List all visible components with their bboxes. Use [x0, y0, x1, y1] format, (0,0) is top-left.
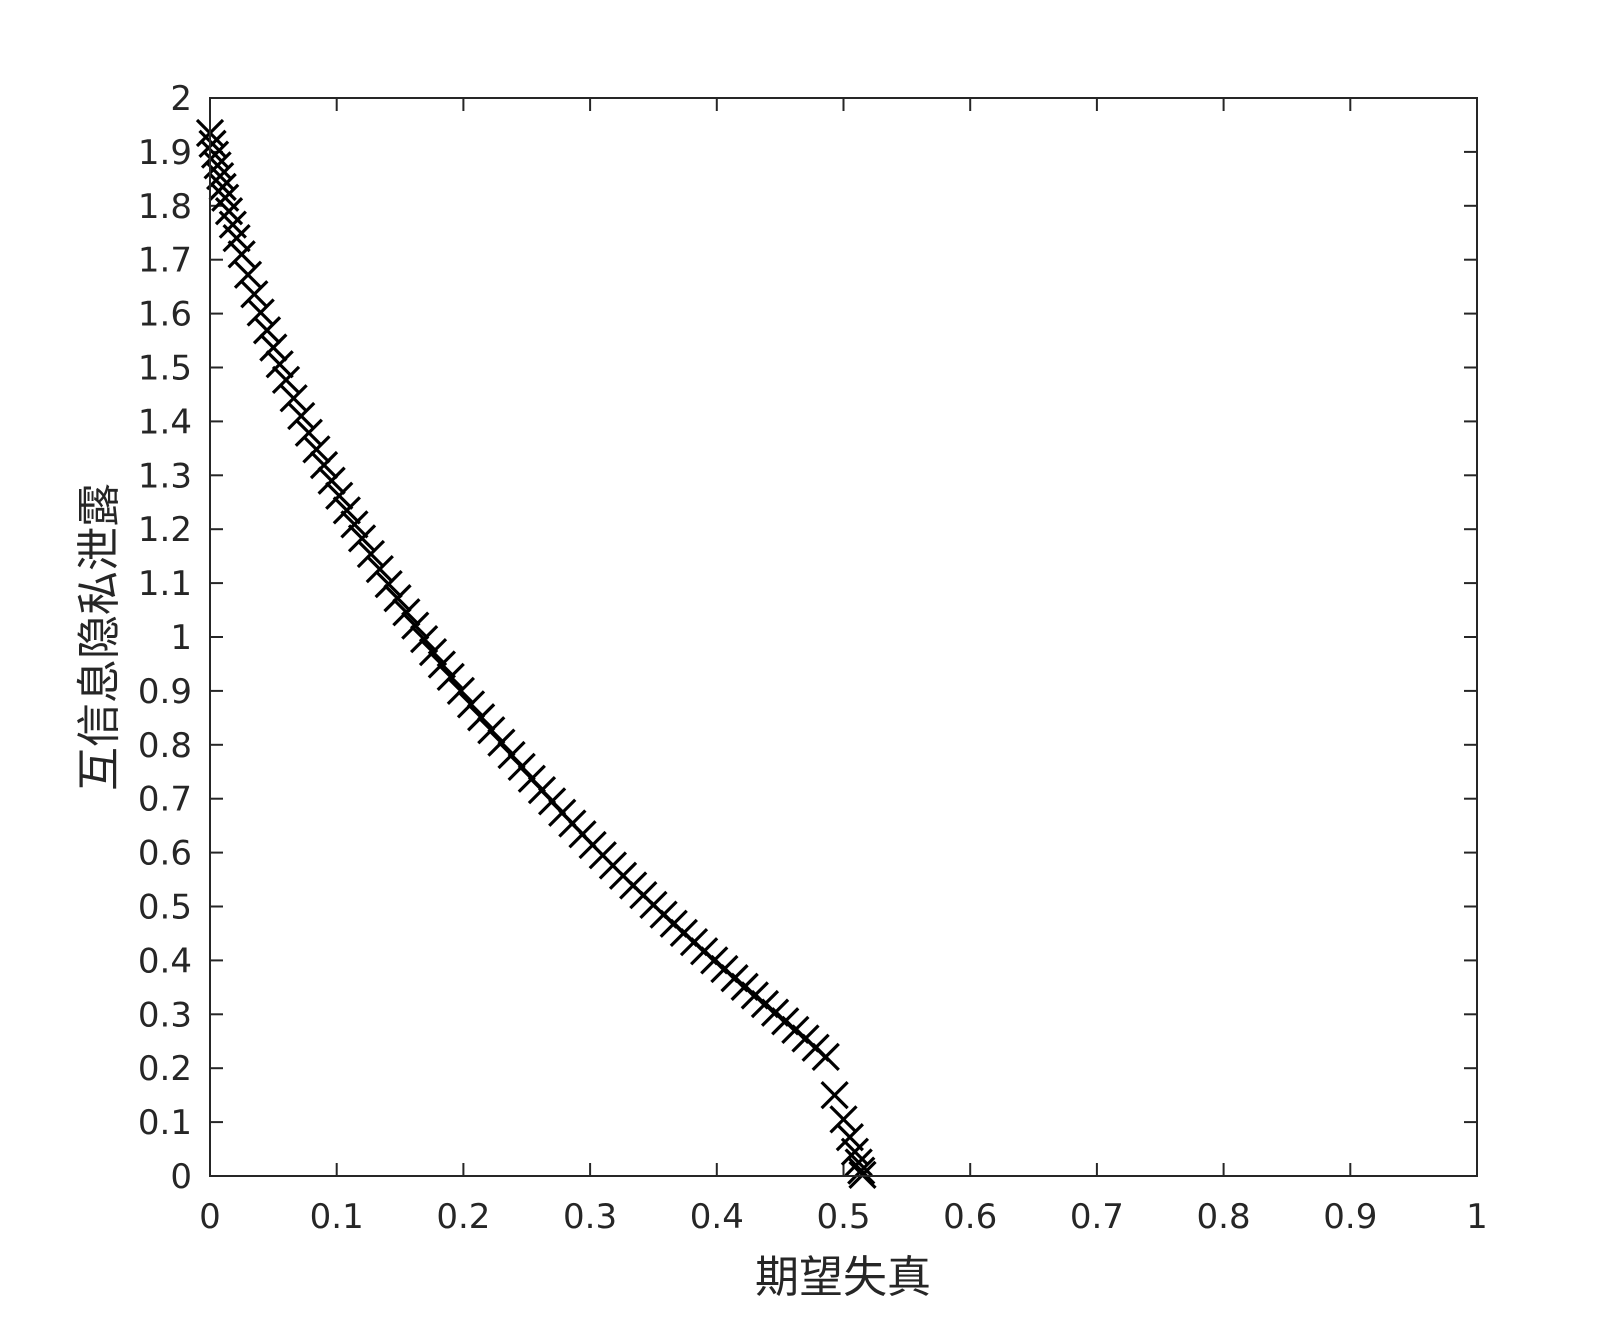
y-tick-label: 1 [170, 618, 192, 658]
data-point [383, 584, 412, 613]
data-point [418, 637, 448, 667]
data-point [847, 1156, 876, 1185]
data-point [252, 316, 282, 345]
x-tick-label: 0 [199, 1197, 221, 1237]
x-tick-label: 0.4 [690, 1197, 744, 1237]
data-point [840, 1137, 870, 1166]
plot-frame [209, 97, 1478, 1177]
data-point [287, 401, 316, 431]
y-tick-label: 0.4 [138, 941, 192, 981]
data-point [203, 151, 232, 180]
x-tick-label: 0.6 [943, 1197, 997, 1237]
x-axis-title: 期望失真 [755, 1252, 931, 1303]
data-point [208, 172, 237, 202]
x-tick-label: 0.1 [310, 1197, 364, 1237]
data-point [294, 418, 323, 447]
data-point [820, 1081, 849, 1110]
y-tick-label: 1.4 [138, 402, 192, 442]
data-point [374, 570, 403, 599]
y-tick-label: 0.3 [138, 995, 192, 1035]
y-tick-label: 1.2 [138, 510, 192, 550]
data-point [206, 162, 235, 191]
y-tick-label: 0.9 [138, 672, 192, 712]
data-point [279, 384, 308, 413]
y-tick-label: 0.1 [138, 1103, 192, 1143]
y-tick-label: 0.7 [138, 780, 192, 820]
data-point [309, 450, 339, 480]
x-tick-label: 0.8 [1197, 1197, 1251, 1237]
data-point [246, 298, 275, 327]
y-tick-label: 1.6 [138, 295, 192, 335]
y-tick-label: 0.6 [138, 834, 192, 874]
y-tick-label: 1.1 [138, 564, 192, 604]
data-point [446, 676, 475, 706]
data-point [265, 350, 294, 379]
data-point [340, 510, 369, 539]
x-tick-labels: 0 0.1 0.2 0.3 0.4 0.5 0.6 0.7 0.8 0.9 1 [199, 1197, 1488, 1237]
y-tick-label: 0.5 [138, 888, 192, 928]
x-tick-label: 1 [1466, 1197, 1488, 1237]
y-tick-label: 1.3 [138, 456, 192, 496]
data-markers [195, 118, 877, 1190]
x-tick-label: 0.3 [563, 1197, 617, 1237]
y-tick-label: 0 [170, 1157, 192, 1197]
data-point [233, 260, 263, 289]
y-tick-label: 1.9 [138, 133, 192, 173]
data-point [302, 435, 331, 464]
y-tick-label: 1.7 [138, 241, 192, 281]
data-point [436, 662, 465, 692]
data-point [222, 224, 251, 253]
data-point [259, 333, 288, 362]
data-point [200, 140, 230, 169]
data-point [271, 365, 301, 395]
data-point [409, 625, 439, 654]
x-tick-label: 0.7 [1070, 1197, 1124, 1237]
y-axis-title: 互信息隐私泄露 [74, 483, 125, 791]
y-tick-label: 0.8 [138, 726, 192, 766]
data-point [811, 1042, 840, 1072]
x-tick-label: 0.9 [1323, 1197, 1377, 1237]
data-point [401, 611, 430, 640]
data-point [848, 1160, 877, 1190]
data-point [227, 240, 256, 269]
data-point [325, 481, 354, 510]
data-point [392, 598, 421, 627]
plot-background [210, 98, 1477, 1176]
data-point [198, 129, 227, 158]
data-point [456, 690, 486, 719]
y-tick-label: 2 [170, 79, 192, 119]
y-tick-label: 0.2 [138, 1049, 192, 1089]
data-point [356, 539, 386, 569]
data-point [467, 703, 496, 732]
y-tick-labels: 0 0.1 0.2 0.3 0.4 0.5 0.6 0.7 0.8 0.9 1 1.1 1.2 1.3 1.… [138, 79, 192, 1197]
data-point [829, 1105, 858, 1134]
data-point [835, 1123, 864, 1152]
y-tick-label: 1.8 [138, 187, 192, 227]
data-point [332, 496, 361, 525]
data-point [317, 466, 346, 495]
x-tick-label: 0.5 [816, 1197, 870, 1237]
x-tick-label: 0.2 [436, 1197, 490, 1237]
data-point [347, 524, 377, 553]
y-tick-label: 1.5 [138, 349, 192, 389]
data-point [365, 554, 394, 584]
data-point [427, 650, 456, 679]
data-point [240, 280, 269, 309]
